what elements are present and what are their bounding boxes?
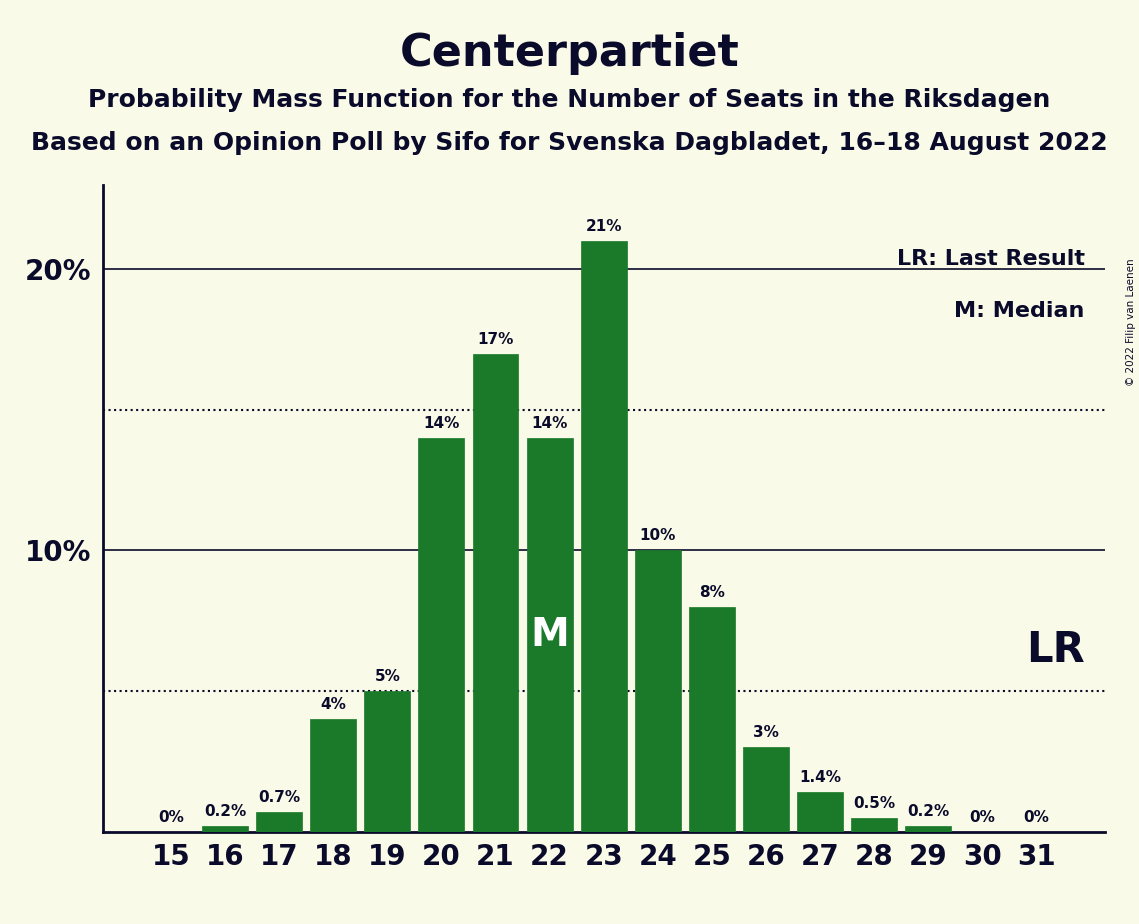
Text: 14%: 14% [532, 416, 567, 431]
Text: 0%: 0% [969, 809, 995, 824]
Bar [364, 691, 410, 832]
Text: 17%: 17% [477, 332, 514, 346]
Bar [689, 607, 735, 832]
Bar [310, 719, 357, 832]
Text: 4%: 4% [320, 697, 346, 712]
Text: 21%: 21% [585, 219, 622, 234]
Text: M: Median: M: Median [954, 301, 1084, 322]
Text: Centerpartiet: Centerpartiet [400, 32, 739, 76]
Text: 8%: 8% [699, 585, 724, 600]
Text: 0%: 0% [1023, 809, 1049, 824]
Bar [418, 438, 465, 832]
Text: 1.4%: 1.4% [798, 771, 841, 785]
Text: LR: LR [1026, 629, 1084, 672]
Bar [906, 826, 951, 832]
Bar [202, 826, 248, 832]
Text: 0.2%: 0.2% [204, 804, 246, 819]
Text: 0.7%: 0.7% [259, 790, 301, 805]
Bar [851, 818, 898, 832]
Bar [797, 792, 843, 832]
Bar [634, 551, 681, 832]
Bar [473, 354, 518, 832]
Bar [743, 748, 789, 832]
Bar [526, 438, 573, 832]
Text: 10%: 10% [640, 529, 675, 543]
Text: 5%: 5% [375, 669, 400, 684]
Text: M: M [531, 615, 570, 654]
Bar [581, 241, 626, 832]
Text: 3%: 3% [753, 725, 779, 740]
Bar [256, 812, 302, 832]
Text: LR: Last Result: LR: Last Result [896, 249, 1084, 270]
Text: © 2022 Filip van Laenen: © 2022 Filip van Laenen [1126, 259, 1136, 386]
Text: 14%: 14% [424, 416, 460, 431]
Text: 0%: 0% [158, 809, 185, 824]
Text: 0.2%: 0.2% [907, 804, 949, 819]
Text: Probability Mass Function for the Number of Seats in the Riksdagen: Probability Mass Function for the Number… [89, 88, 1050, 112]
Text: 0.5%: 0.5% [853, 796, 895, 810]
Text: Based on an Opinion Poll by Sifo for Svenska Dagbladet, 16–18 August 2022: Based on an Opinion Poll by Sifo for Sve… [31, 131, 1108, 155]
